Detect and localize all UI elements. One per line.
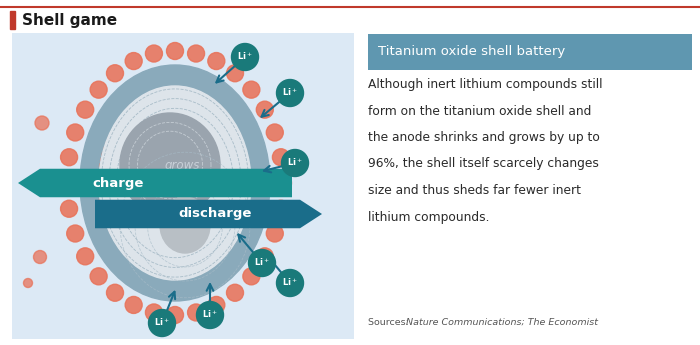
Circle shape bbox=[276, 269, 304, 296]
Circle shape bbox=[59, 175, 76, 191]
Circle shape bbox=[272, 200, 289, 217]
Circle shape bbox=[197, 302, 223, 328]
Circle shape bbox=[125, 52, 142, 70]
Bar bbox=[368, 34, 692, 70]
FancyBboxPatch shape bbox=[12, 33, 354, 339]
Circle shape bbox=[146, 304, 162, 321]
Text: shrinks: shrinks bbox=[137, 220, 177, 230]
Circle shape bbox=[146, 45, 162, 62]
Circle shape bbox=[208, 296, 225, 314]
Circle shape bbox=[90, 268, 107, 285]
Circle shape bbox=[232, 43, 258, 70]
Text: Titanium oxide shell battery: Titanium oxide shell battery bbox=[378, 46, 566, 59]
Ellipse shape bbox=[120, 113, 220, 217]
Circle shape bbox=[61, 149, 78, 166]
Text: Although inert lithium compounds still: Although inert lithium compounds still bbox=[368, 78, 603, 91]
Circle shape bbox=[24, 278, 32, 287]
Circle shape bbox=[77, 248, 94, 265]
Circle shape bbox=[106, 65, 123, 82]
Text: Li$^+$: Li$^+$ bbox=[282, 277, 298, 288]
Text: charge: charge bbox=[92, 177, 144, 189]
Circle shape bbox=[188, 304, 204, 321]
Circle shape bbox=[77, 101, 94, 118]
Circle shape bbox=[188, 45, 204, 62]
FancyArrow shape bbox=[18, 169, 292, 197]
Circle shape bbox=[227, 65, 244, 82]
Text: Sources:: Sources: bbox=[368, 318, 412, 327]
Circle shape bbox=[27, 177, 38, 188]
Circle shape bbox=[61, 200, 78, 217]
Text: form on the titanium oxide shell and: form on the titanium oxide shell and bbox=[368, 105, 592, 118]
Text: lithium compounds.: lithium compounds. bbox=[368, 210, 489, 224]
Circle shape bbox=[66, 225, 84, 242]
Circle shape bbox=[272, 149, 289, 166]
Circle shape bbox=[248, 249, 276, 276]
Circle shape bbox=[266, 124, 284, 141]
Text: the anode shrinks and grows by up to: the anode shrinks and grows by up to bbox=[368, 131, 600, 144]
Circle shape bbox=[106, 284, 123, 301]
Circle shape bbox=[243, 268, 260, 285]
Ellipse shape bbox=[160, 197, 210, 253]
Text: Li$^+$: Li$^+$ bbox=[237, 51, 253, 62]
Ellipse shape bbox=[80, 65, 270, 301]
Ellipse shape bbox=[99, 86, 251, 280]
FancyArrow shape bbox=[95, 200, 322, 228]
Text: Shell game: Shell game bbox=[22, 12, 117, 28]
Circle shape bbox=[274, 175, 291, 191]
Circle shape bbox=[167, 306, 183, 324]
Circle shape bbox=[276, 79, 304, 107]
Text: size and thus sheds far fewer inert: size and thus sheds far fewer inert bbox=[368, 184, 581, 197]
Text: grows: grows bbox=[164, 158, 200, 171]
Circle shape bbox=[125, 296, 142, 314]
Circle shape bbox=[281, 149, 309, 177]
Bar bbox=[10, 11, 15, 29]
Circle shape bbox=[208, 52, 225, 70]
Circle shape bbox=[34, 250, 46, 264]
Text: Li$^+$: Li$^+$ bbox=[202, 309, 218, 321]
Circle shape bbox=[148, 86, 157, 95]
Circle shape bbox=[266, 225, 284, 242]
Circle shape bbox=[66, 124, 84, 141]
Text: Nature Communications; The Economist: Nature Communications; The Economist bbox=[406, 318, 598, 327]
Circle shape bbox=[243, 81, 260, 98]
Text: Li$^+$: Li$^+$ bbox=[254, 257, 270, 268]
Text: Li$^+$: Li$^+$ bbox=[154, 317, 170, 328]
Text: Li$^+$: Li$^+$ bbox=[287, 157, 303, 168]
Circle shape bbox=[148, 309, 176, 336]
Circle shape bbox=[90, 81, 107, 98]
Circle shape bbox=[167, 42, 183, 59]
Circle shape bbox=[256, 248, 273, 265]
Circle shape bbox=[256, 101, 273, 118]
Text: Li$^+$: Li$^+$ bbox=[282, 87, 298, 98]
Text: 96%, the shell itself scarcely changes: 96%, the shell itself scarcely changes bbox=[368, 158, 599, 170]
Text: discharge: discharge bbox=[178, 207, 252, 220]
Circle shape bbox=[35, 116, 49, 130]
Circle shape bbox=[227, 284, 244, 301]
